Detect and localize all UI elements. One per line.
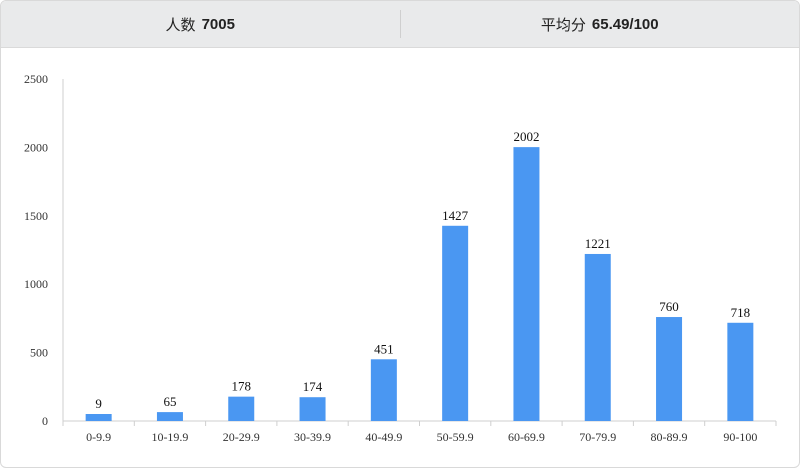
- x-tick-label: 20-29.9: [223, 430, 260, 444]
- y-tick-label: 1500: [24, 209, 48, 223]
- x-tick-label: 40-49.9: [365, 430, 402, 444]
- x-tick-label: 80-89.9: [651, 430, 688, 444]
- x-tick-label: 10-19.9: [151, 430, 188, 444]
- average-score-label: 平均分: [540, 16, 586, 34]
- average-score-stat: 平均分 65.49/100: [401, 1, 800, 47]
- participant-count-stat: 人数 7005: [1, 1, 400, 47]
- bar: [513, 147, 540, 421]
- bar-value-label: 451: [374, 341, 394, 356]
- y-tick-label: 1000: [24, 277, 48, 291]
- y-tick-label: 2500: [24, 72, 48, 86]
- bar-value-label: 174: [303, 379, 323, 394]
- bar: [156, 412, 183, 421]
- x-tick-label: 0-9.9: [86, 430, 111, 444]
- bar-value-label: 2002: [513, 129, 539, 144]
- bar: [299, 397, 326, 421]
- bar: [584, 253, 611, 421]
- bar-value-label: 65: [163, 394, 176, 409]
- bar-value-label: 718: [731, 305, 751, 320]
- x-tick-label: 30-39.9: [294, 430, 331, 444]
- participant-count-value: 7005: [201, 15, 235, 33]
- participant-count-label: 人数: [165, 16, 196, 34]
- summary-header: 人数 7005 平均分 65.49/100: [1, 1, 799, 48]
- header-divider: [399, 10, 401, 38]
- x-tick-label: 50-59.9: [437, 430, 474, 444]
- bar: [656, 317, 683, 421]
- y-tick-label: 0: [42, 414, 48, 428]
- x-tick-label: 90-100: [723, 430, 757, 444]
- average-score-value: 65.49/100: [591, 15, 659, 33]
- bar-value-label: 1221: [585, 236, 611, 251]
- bar-value-label: 1427: [442, 208, 469, 223]
- y-tick-label: 500: [30, 346, 48, 360]
- bar: [370, 359, 397, 421]
- x-tick-label: 60-69.9: [508, 430, 545, 444]
- bar: [228, 396, 255, 421]
- y-tick-label: 2000: [24, 140, 48, 154]
- x-tick-label: 70-79.9: [579, 430, 616, 444]
- bar: [727, 322, 754, 421]
- bar-value-label: 178: [232, 379, 252, 394]
- bar-value-label: 9: [95, 396, 102, 411]
- bar: [442, 225, 469, 421]
- bar-value-label: 760: [659, 299, 679, 314]
- bar: [85, 414, 112, 421]
